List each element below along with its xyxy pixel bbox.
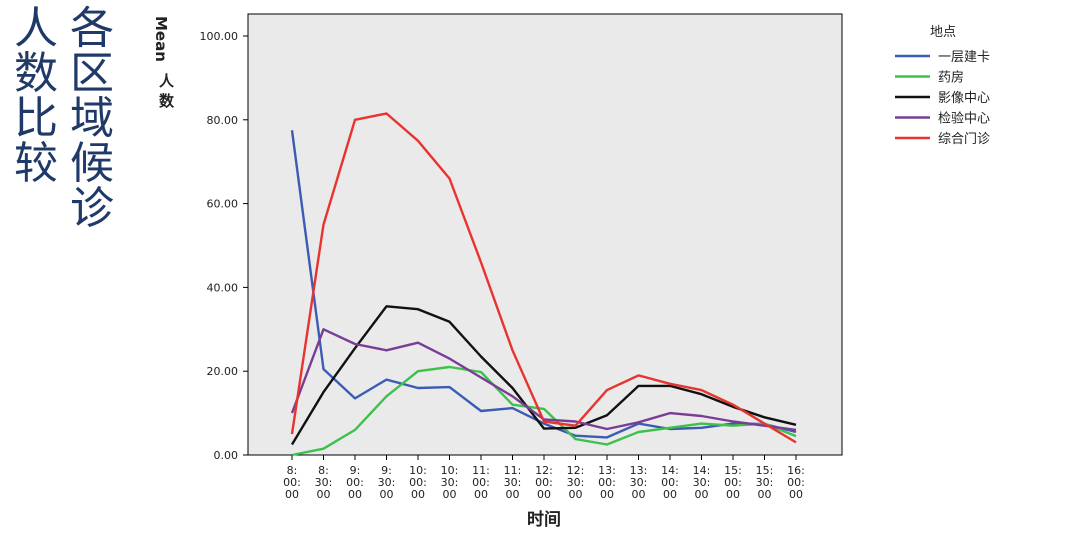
title-char: 较 <box>14 138 58 189</box>
slide-title-column-1: 人 数 比 较 <box>12 6 60 186</box>
title-char: 诊 <box>70 183 114 234</box>
series-layer <box>290 112 797 457</box>
x-axis-label: 时间 <box>527 509 561 530</box>
x-tick-label: 12: 00: 00 <box>535 464 553 501</box>
x-tick-label: 14: 30: 00 <box>693 464 711 501</box>
y-tick-label: 40.00 <box>207 281 239 294</box>
y-tick-label: 0.00 <box>214 449 239 462</box>
y-tick-label: 80.00 <box>207 114 239 127</box>
legend-item-label: 综合门诊 <box>938 132 990 147</box>
slide-title-column-2: 各 区 域 候 诊 <box>68 6 116 231</box>
series-line <box>290 112 797 444</box>
title-char: 域 <box>70 93 114 144</box>
y-axis-label-mean: Mean <box>152 16 170 62</box>
y-axis-label-char: 数 <box>159 92 175 110</box>
legend-item-label: 影像中心 <box>938 91 990 106</box>
x-tick-label: 12: 30: 00 <box>567 464 585 501</box>
y-axis-label-char: 人 <box>159 72 175 90</box>
series-line <box>291 365 797 457</box>
x-tick-label: 16: 00: 00 <box>787 464 805 501</box>
series-line <box>290 130 797 439</box>
title-char: 各 <box>70 3 114 54</box>
y-tick-label: 20.00 <box>207 365 239 378</box>
y-axis-label: Mean 人 数 <box>152 16 175 110</box>
x-tick-label: 8: 00: 00 <box>283 464 301 501</box>
x-tick-label: 11: 00: 00 <box>472 464 490 501</box>
x-tick-label: 8: 30: 00 <box>315 464 333 501</box>
legend-item-label: 检验中心 <box>938 111 990 127</box>
x-tick-label: 14: 00: 00 <box>661 464 679 501</box>
title-char: 数 <box>14 48 58 99</box>
legend-title: 地点 <box>930 25 956 40</box>
x-tick-label: 11: 30: 00 <box>504 464 522 501</box>
y-tick-label: 60.00 <box>207 198 239 211</box>
title-char: 区 <box>70 48 114 99</box>
x-tick-label: 15: 00: 00 <box>724 464 742 501</box>
title-char: 人 <box>14 3 58 54</box>
x-tick-label: 13: 00: 00 <box>598 464 616 501</box>
plot-area <box>247 13 843 456</box>
y-axis: 0.00 20.00 40.00 60.00 80.00 100.00 <box>200 30 248 462</box>
x-tick-label: 10: 00: 00 <box>409 464 427 501</box>
x-axis: 8: 00: 00 8: 30: 00 9: 00: 00 9: 30: 00 10: 00: 00 10: 3… <box>283 455 805 501</box>
x-tick-label: 15: 30: 00 <box>756 464 774 501</box>
title-char: 比 <box>14 93 58 144</box>
title-char: 候 <box>70 138 114 189</box>
x-tick-label: 9: 00: 00 <box>346 464 364 501</box>
y-tick-label: 100.00 <box>200 30 239 43</box>
x-tick-label: 10: 30: 00 <box>441 464 459 501</box>
legend-item-label: 药房 <box>938 70 964 86</box>
series-line <box>290 305 797 446</box>
x-tick-label: 13: 30: 00 <box>630 464 648 501</box>
x-tick-label: 9: 30: 00 <box>378 464 396 501</box>
legend-item-label: 一层建卡 <box>938 50 990 65</box>
